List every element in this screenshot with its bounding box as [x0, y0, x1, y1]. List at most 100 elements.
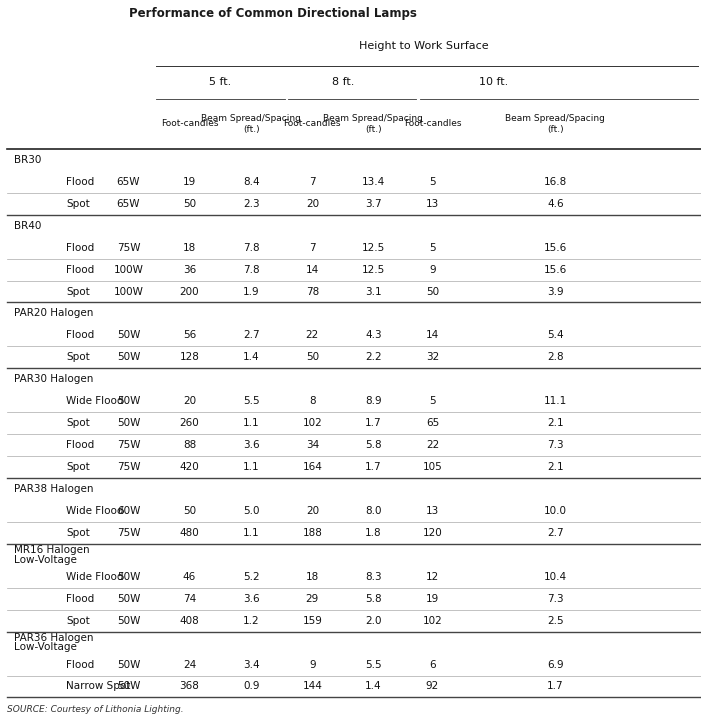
Text: 36: 36 — [183, 265, 196, 275]
Text: 164: 164 — [302, 462, 322, 472]
Text: 1.7: 1.7 — [365, 418, 382, 428]
Text: 1.4: 1.4 — [243, 352, 259, 362]
Text: 260: 260 — [179, 418, 199, 428]
Text: Narrow Spot: Narrow Spot — [66, 682, 130, 692]
Text: 8.3: 8.3 — [365, 572, 382, 581]
Text: 75W: 75W — [116, 528, 140, 538]
Text: 2.2: 2.2 — [365, 352, 382, 362]
Text: 7.3: 7.3 — [547, 440, 564, 450]
Text: Wide Flood: Wide Flood — [66, 506, 123, 516]
Text: 88: 88 — [183, 440, 196, 450]
Text: 24: 24 — [183, 660, 196, 669]
Text: 5.8: 5.8 — [365, 440, 382, 450]
Text: 120: 120 — [423, 528, 442, 538]
Text: 50W: 50W — [117, 572, 140, 581]
Text: 368: 368 — [179, 682, 200, 692]
Text: 102: 102 — [423, 616, 442, 626]
Text: 78: 78 — [306, 286, 319, 297]
Text: 1.1: 1.1 — [243, 462, 259, 472]
Text: 56: 56 — [183, 331, 196, 341]
Text: Spot: Spot — [66, 616, 90, 626]
Text: 105: 105 — [423, 462, 442, 472]
Text: 7: 7 — [309, 177, 315, 187]
Text: 29: 29 — [306, 594, 319, 604]
Text: PAR20 Halogen: PAR20 Halogen — [14, 308, 93, 318]
Text: 1.9: 1.9 — [243, 286, 259, 297]
Text: 22: 22 — [426, 440, 439, 450]
Text: 5.4: 5.4 — [547, 331, 564, 341]
Text: Spot: Spot — [66, 286, 90, 297]
Text: 3.4: 3.4 — [243, 660, 259, 669]
Text: Flood: Flood — [66, 440, 94, 450]
Text: 46: 46 — [183, 572, 196, 581]
Text: Flood: Flood — [66, 660, 94, 669]
Text: SOURCE: Courtesy of Lithonia Lighting.: SOURCE: Courtesy of Lithonia Lighting. — [7, 705, 184, 713]
Text: 0.9: 0.9 — [243, 682, 259, 692]
Text: 7.3: 7.3 — [547, 594, 564, 604]
Text: PAR36 Halogen: PAR36 Halogen — [14, 633, 93, 643]
Text: Flood: Flood — [66, 177, 94, 187]
Text: Beam Spread/Spacing
(ft.): Beam Spread/Spacing (ft.) — [323, 114, 423, 133]
Text: 7: 7 — [309, 243, 315, 252]
Text: 408: 408 — [179, 616, 199, 626]
Text: 65: 65 — [426, 418, 439, 428]
Text: Flood: Flood — [66, 243, 94, 252]
Text: 159: 159 — [302, 616, 322, 626]
Text: 6: 6 — [429, 660, 436, 669]
Text: Spot: Spot — [66, 528, 90, 538]
Text: Flood: Flood — [66, 265, 94, 275]
Text: 2.8: 2.8 — [547, 352, 564, 362]
Text: 2.0: 2.0 — [365, 616, 381, 626]
Text: 15.6: 15.6 — [544, 243, 567, 252]
Text: Low-Voltage: Low-Voltage — [14, 555, 77, 565]
Text: 144: 144 — [302, 682, 322, 692]
Text: 13.4: 13.4 — [362, 177, 385, 187]
Text: Height to Work Surface: Height to Work Surface — [359, 41, 488, 51]
Text: Low-Voltage: Low-Voltage — [14, 642, 77, 652]
Text: 50: 50 — [183, 506, 196, 516]
Text: 65W: 65W — [116, 199, 140, 209]
Text: 2.5: 2.5 — [547, 616, 564, 626]
Text: 5: 5 — [429, 397, 436, 406]
Text: 3.7: 3.7 — [365, 199, 382, 209]
Text: 2.7: 2.7 — [547, 528, 564, 538]
Text: 65W: 65W — [116, 177, 140, 187]
Text: 20: 20 — [183, 397, 196, 406]
Text: 1.7: 1.7 — [365, 462, 382, 472]
Text: 50: 50 — [183, 199, 196, 209]
Text: 420: 420 — [179, 462, 199, 472]
Text: 50W: 50W — [117, 331, 140, 341]
Text: 6.9: 6.9 — [547, 660, 564, 669]
Text: 60W: 60W — [117, 506, 140, 516]
Text: 50W: 50W — [117, 616, 140, 626]
Text: 1.7: 1.7 — [547, 682, 564, 692]
Text: 50: 50 — [426, 286, 439, 297]
Text: 14: 14 — [306, 265, 319, 275]
Text: 8: 8 — [309, 397, 315, 406]
Text: 50W: 50W — [117, 660, 140, 669]
Text: 9: 9 — [309, 660, 315, 669]
Text: PAR38 Halogen: PAR38 Halogen — [14, 484, 93, 494]
Text: 3.6: 3.6 — [243, 594, 259, 604]
Text: 128: 128 — [179, 352, 200, 362]
Text: Performance of Common Directional Lamps: Performance of Common Directional Lamps — [129, 7, 417, 20]
Text: 5.8: 5.8 — [365, 594, 382, 604]
Text: Beam Spread/Spacing
(ft.): Beam Spread/Spacing (ft.) — [201, 114, 301, 133]
Text: 16.8: 16.8 — [544, 177, 567, 187]
Text: 3.6: 3.6 — [243, 440, 259, 450]
Text: 7.8: 7.8 — [243, 243, 259, 252]
Text: 3.9: 3.9 — [547, 286, 564, 297]
Text: 50W: 50W — [117, 352, 140, 362]
Text: 34: 34 — [306, 440, 319, 450]
Text: 1.8: 1.8 — [365, 528, 382, 538]
Text: 75W: 75W — [116, 462, 140, 472]
Text: 200: 200 — [179, 286, 199, 297]
Text: 5.0: 5.0 — [243, 506, 259, 516]
Text: Foot-candles: Foot-candles — [161, 119, 218, 128]
Text: MR16 Halogen: MR16 Halogen — [14, 545, 90, 555]
Text: 1.2: 1.2 — [243, 616, 259, 626]
Text: 92: 92 — [426, 682, 439, 692]
Text: 15.6: 15.6 — [544, 265, 567, 275]
Text: 13: 13 — [426, 199, 439, 209]
Text: Spot: Spot — [66, 352, 90, 362]
